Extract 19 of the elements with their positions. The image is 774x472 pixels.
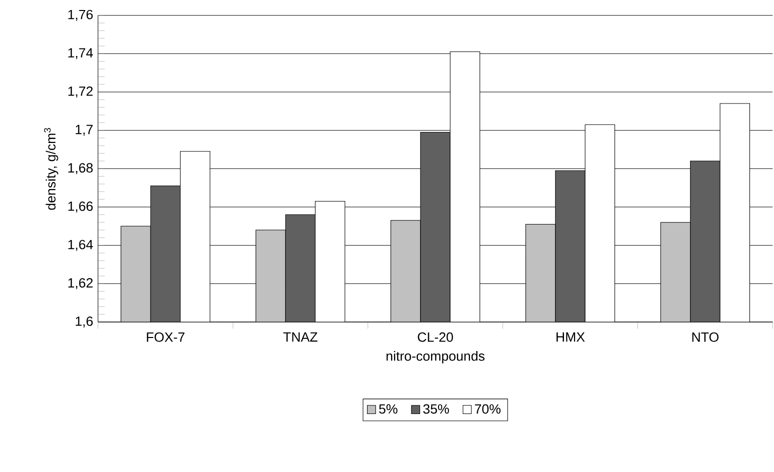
x-tick-label: NTO [692,332,719,342]
y-tick-label: 1,76 [68,10,93,21]
y-tick-label: 1,7 [76,124,93,136]
legend-label: 70% [474,404,501,414]
x-tick-label: HMX [556,332,585,342]
x-tick-label: TNAZ [283,332,318,342]
y-tick-label: 1,6 [76,316,93,328]
legend-label: 5% [379,404,398,414]
y-axis-title: density, g/cm$^{3}$ [44,128,58,210]
y-tick-label: 1,66 [68,201,93,213]
x-tick-label: FOX-7 [146,332,184,342]
y-tick-label: 1,68 [68,163,93,174]
legend-label: 35% [423,404,449,414]
x-tick-label: CL-20 [418,332,453,342]
y-tick-label: 1,74 [68,48,93,60]
x-axis-title: nitro-compounds [386,350,484,364]
y-tick-label: 1,64 [68,240,93,251]
y-tick-label: 1,72 [68,86,93,98]
y-tick-label: 1,62 [68,278,93,290]
